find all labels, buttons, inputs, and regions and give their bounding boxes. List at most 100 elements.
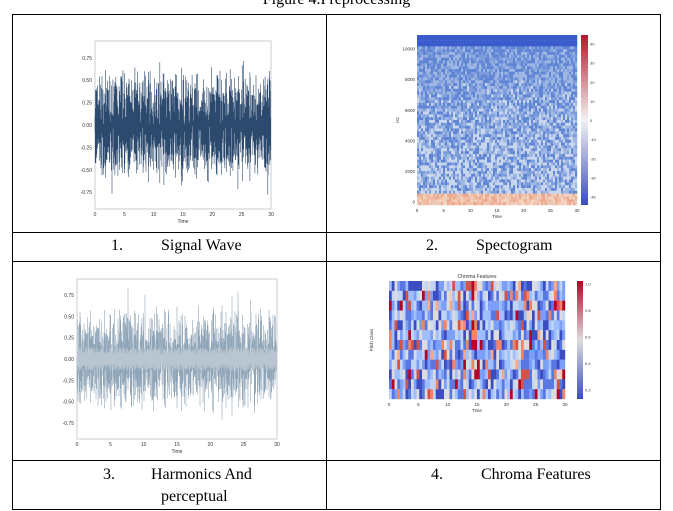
spectrogram-cell	[517, 179, 520, 183]
spectrogram-cell	[503, 202, 506, 206]
spectrogram-cell	[561, 100, 564, 104]
spectrogram-cell	[529, 151, 532, 155]
spectrogram-cell	[521, 137, 524, 141]
spectrogram-cell	[555, 125, 558, 129]
spectrogram-cell	[525, 77, 528, 81]
spectrogram-cell	[509, 103, 512, 107]
spectrogram-cell	[539, 43, 542, 47]
spectrogram-cell	[541, 179, 544, 183]
spectrogram-cell	[499, 190, 502, 194]
chroma-cell	[397, 281, 401, 292]
spectrogram-cell	[559, 128, 562, 132]
spectrogram-cell	[537, 182, 540, 186]
spectrogram-cell	[527, 35, 530, 39]
spectrogram-cell	[437, 54, 440, 58]
spectrogram-cell	[435, 154, 438, 158]
spectrogram-cell	[567, 199, 570, 203]
spectrogram-cell	[527, 137, 530, 141]
spectrogram-cell	[495, 94, 498, 98]
spectrogram-cell	[569, 142, 572, 146]
spectrogram-cell	[491, 173, 494, 177]
spectrogram-cell	[429, 193, 432, 197]
spectrogram-cell	[557, 43, 560, 47]
spectrogram-cell	[509, 80, 512, 84]
spectrogram-cell	[555, 156, 558, 160]
spectrogram-cell	[525, 145, 528, 149]
spectrogram-cell	[517, 74, 520, 78]
spectrogram-cell	[493, 171, 496, 175]
spectrogram-cell	[533, 83, 536, 87]
spectrogram-cell	[491, 145, 494, 149]
spectrogram-cell	[465, 173, 468, 177]
spectrogram-cell	[501, 154, 504, 158]
spectrogram-cell	[569, 182, 572, 186]
spectrogram-cell	[515, 71, 518, 75]
spectrogram-cell	[435, 159, 438, 163]
spectrogram-cell	[429, 71, 432, 75]
spectrogram-cell	[469, 125, 472, 129]
spectrogram-cell	[455, 94, 458, 98]
spectrogram-cell	[483, 193, 486, 197]
spectrogram-cell	[563, 114, 566, 118]
spectrogram-cell	[479, 105, 482, 109]
spectrogram-cell	[563, 71, 566, 75]
spectrogram-cell	[555, 57, 558, 61]
spectrogram-cell	[479, 131, 482, 135]
spectrogram-cell	[471, 120, 474, 124]
spectrogram-cell	[481, 52, 484, 56]
spectrogram-cell	[437, 63, 440, 67]
spectrogram-cell	[509, 199, 512, 203]
spectrogram-cell	[449, 111, 452, 115]
spectrogram-cell	[457, 120, 460, 124]
spectrogram-cell	[505, 117, 508, 121]
spectrogram-cell	[421, 190, 424, 194]
spectrogram-cell	[441, 131, 444, 135]
spectrogram-cell	[477, 105, 480, 109]
spectrogram-cell	[495, 202, 498, 206]
spectrogram-cell	[553, 168, 556, 172]
spectrogram-cell	[525, 190, 528, 194]
spectrogram-cell	[517, 43, 520, 47]
spectrogram-cell	[503, 128, 506, 132]
spectrogram-cell	[443, 100, 446, 104]
spectrogram-cell	[567, 148, 570, 152]
spectrogram-cell	[421, 103, 424, 107]
spectrogram-cell	[443, 176, 446, 180]
spectrogram-cell	[535, 168, 538, 172]
chroma-cell	[413, 300, 417, 311]
spectrogram-cell	[511, 151, 514, 155]
spectrogram-cell	[487, 35, 490, 39]
spectrogram-cell	[429, 145, 432, 149]
spectrogram-cell	[557, 188, 560, 192]
spectrogram-cell	[515, 108, 518, 112]
spectrogram-cell	[549, 35, 552, 39]
spectrogram-cell	[525, 97, 528, 101]
spectrogram-cell	[489, 80, 492, 84]
spectrogram-cell	[555, 139, 558, 143]
spectrogram-cell	[473, 188, 476, 192]
spectrogram-cell	[461, 190, 464, 194]
spectrogram-cell	[453, 196, 456, 200]
spectrogram-cell	[483, 88, 486, 92]
spectrogram-cell	[543, 80, 546, 84]
spectrogram-cell	[543, 145, 546, 149]
spectrogram-cell	[435, 80, 438, 84]
spectrogram-cell	[441, 188, 444, 192]
spectrogram-cell	[543, 37, 546, 41]
spectrogram-cell	[529, 60, 532, 64]
spectrogram-cell	[433, 88, 436, 92]
spectrogram-cell	[441, 173, 444, 177]
spectrogram-cell	[555, 159, 558, 163]
spectrogram-cell	[537, 202, 540, 206]
spectrogram-cell	[455, 74, 458, 78]
spectrogram-cell	[551, 168, 554, 172]
spectrogram-cell	[513, 37, 516, 41]
spectrogram-cell	[479, 63, 482, 67]
spectrogram-cell	[423, 100, 426, 104]
spectrogram-cell	[425, 190, 428, 194]
spectrogram-cell	[517, 80, 520, 84]
spectrogram-cell	[455, 185, 458, 189]
spectrogram-cell	[437, 173, 440, 177]
spectrogram-cell	[545, 122, 548, 126]
spectrogram-cell	[543, 57, 546, 61]
